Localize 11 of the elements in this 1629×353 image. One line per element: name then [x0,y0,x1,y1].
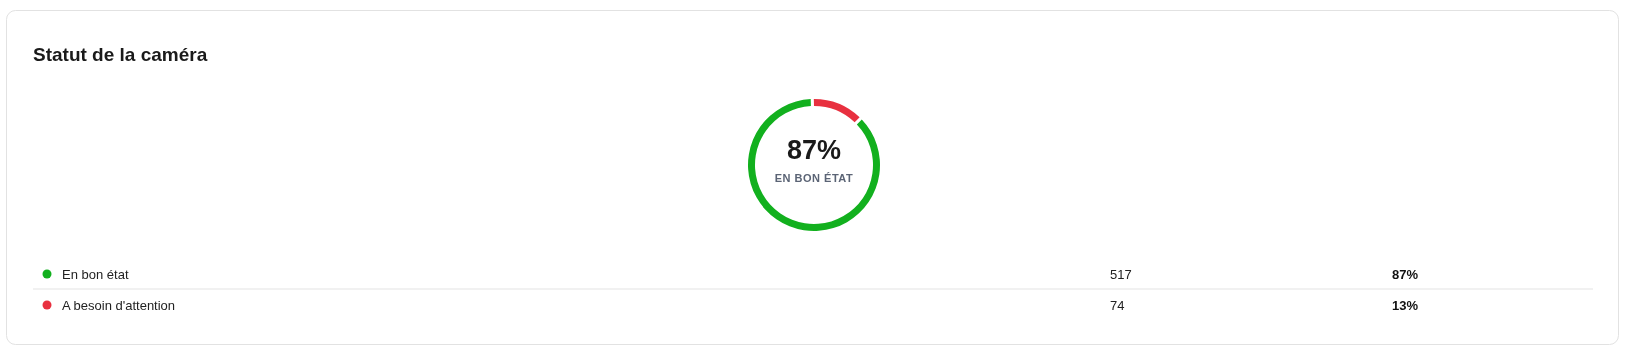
text: 13% [1392,297,1419,313]
chart-title: Statut de la caméra [33,44,208,65]
legend-label: En bon état [62,266,129,282]
text: 87% [786,135,842,165]
donut-slice [748,99,880,231]
data-label: 74 [1110,297,1125,313]
data-label: 517 [1110,266,1132,282]
donut-slice [813,99,860,123]
text: EN BON ÉTAT [774,172,854,184]
text: 87% [1392,266,1419,282]
legend-label: A besoin d'attention [62,297,176,313]
